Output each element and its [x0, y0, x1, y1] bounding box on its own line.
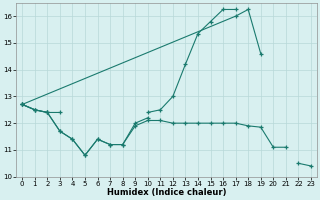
X-axis label: Humidex (Indice chaleur): Humidex (Indice chaleur): [107, 188, 226, 197]
